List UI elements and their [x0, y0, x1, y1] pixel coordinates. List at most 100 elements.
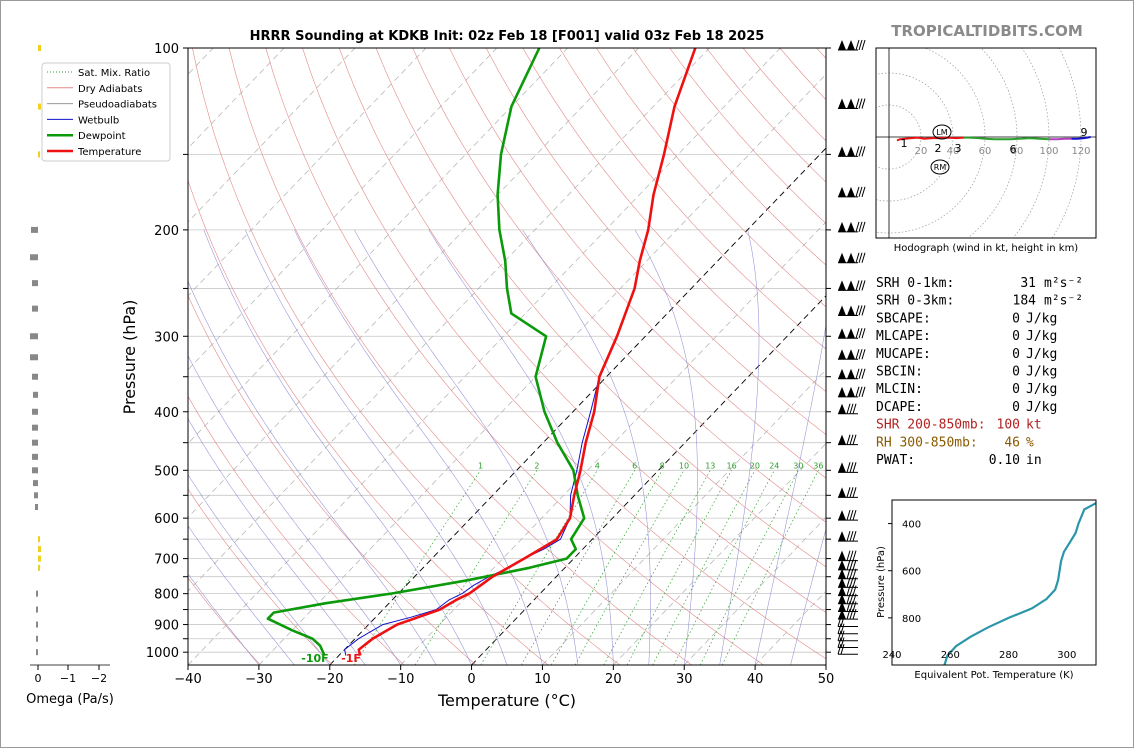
temp-tick-label: 20	[605, 672, 622, 687]
barb-feather	[852, 559, 857, 570]
mixing-ratio-line	[603, 470, 711, 665]
barb-feather	[855, 146, 860, 157]
dry-adiabat	[265, 48, 764, 665]
barb-feather	[849, 531, 854, 542]
mixing-ratio-label: 24	[769, 461, 779, 470]
index-value: 0.10	[989, 453, 1020, 468]
theta-e-trace	[943, 501, 1096, 665]
theta-e-xtick-label: 280	[999, 650, 1018, 661]
hodo-motion-marker	[930, 159, 950, 175]
barb-feather	[849, 568, 854, 579]
index-unit: J/kg	[1026, 311, 1057, 326]
surface-temp-label: -1F	[341, 652, 361, 665]
omega-bar	[33, 480, 38, 487]
mixing-ratio-label: 10	[679, 461, 689, 470]
dry-adiabat	[302, 48, 826, 660]
barb-feather	[855, 328, 860, 339]
barb-feather	[846, 510, 851, 521]
index-unit: kt	[1026, 418, 1042, 433]
barb-feather	[852, 531, 857, 542]
dry-adiabat	[816, 48, 826, 59]
pseudoadiabat	[203, 229, 472, 665]
hodo-segment	[1071, 136, 1091, 140]
barb-feather	[855, 305, 860, 316]
temp-tick-label: 0	[467, 672, 475, 687]
hodo-motion-marker	[932, 124, 952, 140]
barb-feather	[846, 593, 851, 604]
barb-flag	[847, 368, 855, 379]
barb-feather	[846, 462, 851, 473]
wind-barb	[838, 487, 858, 498]
barb-flag	[838, 186, 846, 197]
barb-feather	[846, 609, 851, 620]
pressure-tick-label: 500	[154, 464, 179, 479]
barb-feather	[861, 305, 866, 316]
pseudoadiabat	[790, 527, 826, 665]
index-unit: J/kg	[1026, 365, 1057, 380]
index-label: MUCAPE:	[876, 347, 931, 362]
barb-feather	[837, 616, 842, 627]
mixing-ratio-label: 30	[793, 461, 803, 470]
omega-bar	[38, 103, 41, 110]
hodo-ring-label: 120	[1071, 146, 1090, 157]
omega-bar	[32, 467, 38, 474]
barb-feather	[858, 98, 863, 109]
wind-barb	[838, 403, 858, 415]
dry-adiabat	[485, 48, 826, 435]
wind-barb	[838, 577, 858, 588]
temp-tick-label: −40	[174, 672, 201, 687]
barb-feather	[858, 252, 863, 263]
hodograph: 20 40 60 80 100 120 1 2 3 6 9 LM RM	[876, 48, 1096, 238]
indices-table: SRH 0-1km: 31 m²s⁻² SRH 0-3km: 184 m²s⁻² SBCAP…	[876, 276, 1083, 468]
barb-feather	[858, 328, 863, 339]
pseudoadiabat	[754, 322, 826, 665]
index-label: SRH 0-1km:	[876, 276, 954, 291]
barb-feather	[846, 403, 851, 414]
barb-flag	[838, 531, 846, 542]
omega-bar	[36, 606, 38, 613]
barb-feather	[852, 568, 857, 579]
brand-watermark: TROPICALTIDBITS.COM	[891, 22, 1083, 40]
temperature-trace	[357, 48, 697, 656]
index-value: 0	[1012, 365, 1020, 380]
index-label: MLCIN:	[876, 382, 923, 397]
barb-feather	[855, 221, 860, 233]
mixing-ratio-label: 2	[534, 461, 539, 470]
omega-bar	[38, 546, 41, 553]
barb-feather	[852, 550, 857, 561]
theta-e-ytick-label: 600	[902, 567, 921, 578]
barb-flag	[847, 98, 855, 109]
legend-label: Sat. Mix. Ratio	[78, 68, 150, 79]
hodograph-frame	[875, 47, 1097, 239]
barb-feather	[849, 487, 854, 498]
dry-adiabat	[375, 48, 826, 568]
theta-e-plot	[943, 501, 1096, 665]
dry-adiabat	[449, 48, 826, 479]
index-value: 0	[1012, 311, 1020, 326]
omega-bar	[38, 564, 40, 571]
hodo-ring-label: 40	[947, 146, 960, 157]
wind-barb	[838, 559, 858, 571]
barb-flag	[847, 186, 855, 197]
pseudoadiabat	[188, 418, 366, 665]
skewt-traces	[266, 48, 697, 657]
wind-barb	[838, 462, 858, 473]
dry-adiabat	[596, 48, 826, 308]
hodograph-caption: Hodograph (wind in kt, height in km)	[894, 243, 1079, 254]
omega-bar	[38, 151, 40, 158]
isotherm-line	[400, 221, 826, 665]
index-label: SBCAPE:	[876, 311, 931, 326]
omega-bar	[30, 333, 38, 340]
barb-feather	[849, 609, 854, 620]
barb-feather	[852, 601, 857, 612]
index-label: RH 300-850mb:	[876, 435, 978, 450]
mixing-ratio-label: 36	[813, 461, 823, 470]
barb-feather	[852, 510, 857, 521]
pressure-tick-label: 400	[154, 406, 179, 421]
omega-bar	[36, 635, 38, 642]
barb-flag	[838, 577, 846, 588]
mixing-ratio-label: 1	[478, 461, 483, 470]
hodo-marker-label: RM	[934, 163, 947, 172]
